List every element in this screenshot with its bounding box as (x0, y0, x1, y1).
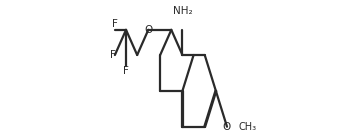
Text: O: O (144, 25, 152, 35)
Text: F: F (112, 19, 118, 29)
Text: CH₃: CH₃ (239, 122, 257, 132)
Text: O: O (223, 122, 231, 132)
Text: NH₂: NH₂ (173, 6, 192, 16)
Text: F: F (123, 66, 129, 76)
Text: F: F (110, 50, 116, 60)
